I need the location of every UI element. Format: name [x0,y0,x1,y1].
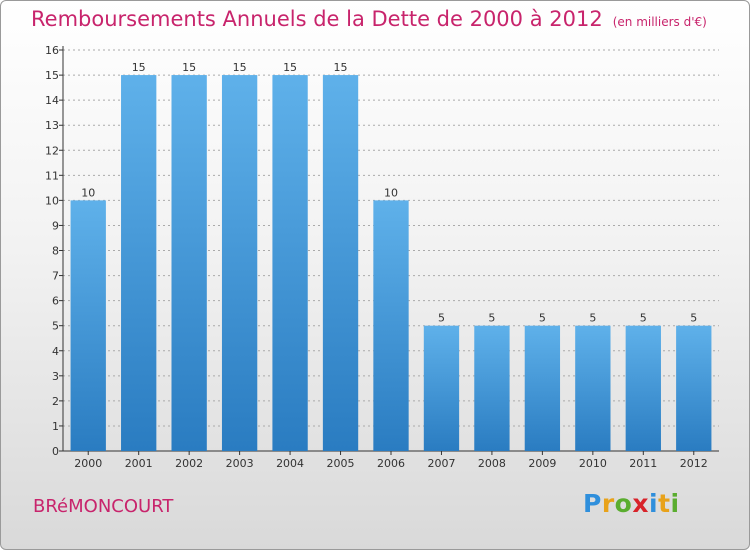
y-tick-label: 9 [52,219,59,232]
bar-2010 [575,325,611,451]
x-tick-label: 2003 [226,457,254,470]
data-label: 5 [438,312,445,325]
chart-title-text: Remboursements Annuels de la Dette de 20… [31,7,603,31]
data-label: 5 [589,312,596,325]
data-label: 15 [334,61,348,74]
logo-letter: r [601,489,615,518]
data-label: 15 [283,61,297,74]
data-label: 10 [384,186,398,199]
data-label: 15 [132,61,146,74]
x-tick-label: 2001 [125,457,153,470]
y-tick-label: 10 [45,194,59,207]
data-label: 5 [488,312,495,325]
y-tick-label: 7 [52,270,59,283]
x-tick-label: 2002 [175,457,203,470]
data-label: 5 [690,312,697,325]
bar-2005 [322,75,359,451]
y-tick-label: 6 [52,295,59,308]
logo-letter: x [632,489,649,518]
x-tick-label: 2004 [276,457,304,470]
bar-2002 [171,75,207,451]
bar-2007 [423,325,460,451]
logo-letter: P [583,489,602,518]
y-tick-label: 14 [45,94,59,107]
logo-letter: t [658,489,671,518]
bar-2004 [272,75,308,451]
y-tick-label: 12 [45,144,59,157]
x-tick-label: 2000 [74,457,102,470]
y-tick-label: 15 [45,69,59,82]
y-tick-label: 2 [52,395,59,408]
proxiti-logo: Proxiti [583,489,680,518]
bar-2003 [221,75,258,451]
data-label: 5 [539,312,546,325]
x-tick-label: 2011 [629,457,657,470]
y-tick-label: 11 [45,169,59,182]
y-tick-label: 4 [52,345,59,358]
x-tick-label: 2007 [427,457,455,470]
bar-2012 [676,325,712,451]
bar-2008 [474,325,510,451]
data-label: 15 [182,61,196,74]
chart-title: Remboursements Annuels de la Dette de 20… [31,7,707,31]
data-label: 5 [640,312,647,325]
chart-unit: (en milliers d'€) [612,15,707,29]
y-tick-label: 3 [52,370,59,383]
y-tick-label: 16 [45,44,59,57]
data-label: 15 [233,61,247,74]
bar-2001 [121,75,157,451]
y-tick-label: 13 [45,119,59,132]
x-tick-label: 2006 [377,457,405,470]
bar-2011 [625,325,661,451]
y-tick-label: 0 [52,445,59,458]
x-tick-label: 2009 [528,457,556,470]
y-tick-label: 1 [52,420,59,433]
bar-2000 [70,200,106,451]
commune-name: BRéMONCOURT [33,496,174,517]
x-tick-label: 2005 [327,457,355,470]
x-tick-label: 2008 [478,457,506,470]
x-tick-label: 2010 [579,457,607,470]
y-tick-label: 8 [52,245,59,258]
logo-letter: i [670,489,680,518]
logo-letter: o [614,489,633,518]
bar-2009 [524,325,561,451]
logo-letter: i [649,489,659,518]
y-tick-label: 5 [52,320,59,333]
data-label: 10 [81,186,95,199]
bar-2006 [373,200,409,451]
x-tick-label: 2012 [680,457,708,470]
